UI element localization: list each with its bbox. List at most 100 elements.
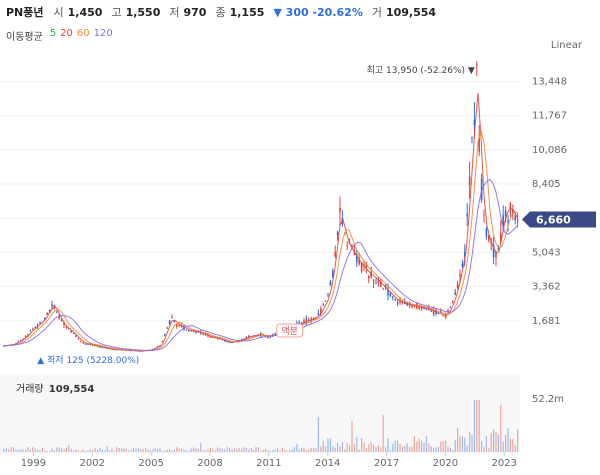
candle-body: [502, 215, 504, 228]
volume-bar: [500, 404, 502, 452]
volume-panel-value: 109,554: [48, 384, 95, 395]
x-axis-label: 2005: [138, 458, 163, 469]
x-axis-label: 1999: [21, 458, 46, 469]
volume-bar: [82, 449, 84, 452]
volume-bar: [207, 449, 209, 452]
volume-bar: [327, 438, 329, 452]
volume-bar: [353, 444, 355, 452]
volume-bar: [212, 449, 214, 452]
scale-toggle[interactable]: Linear: [550, 40, 582, 51]
stock-name[interactable]: PN풍년: [6, 6, 44, 19]
volume-bar: [505, 434, 507, 452]
candle-body: [380, 281, 382, 287]
volume-bar: [118, 447, 120, 452]
volume-bar: [365, 448, 367, 452]
volume-bar: [445, 440, 447, 452]
candle-body: [92, 344, 94, 346]
candle-body: [339, 207, 341, 213]
volume-bar: [389, 449, 391, 452]
volume-bar: [226, 446, 228, 452]
volume-bar: [459, 436, 461, 452]
candle-body: [248, 335, 250, 338]
volume-bar: [41, 447, 43, 452]
candle-body: [156, 346, 159, 348]
volume-bar: [106, 446, 108, 452]
volume-bar: [61, 448, 63, 452]
event-label: 액분: [281, 325, 298, 337]
volume-bar: [488, 448, 490, 452]
candle-body: [358, 259, 360, 265]
all-time-low-label: ▲ 최저 125 (5228.00%): [37, 355, 139, 366]
price-axis-label: 3,362: [532, 282, 561, 293]
candle-body: [82, 342, 84, 344]
volume-bar: [56, 447, 58, 452]
candle-body: [267, 336, 269, 339]
candle-body: [65, 326, 68, 328]
candle-body: [375, 282, 377, 284]
candle-body: [219, 338, 221, 340]
price-axis-label: 1,681: [532, 316, 561, 327]
volume-bar: [231, 449, 233, 452]
candle-body: [168, 320, 171, 324]
volume-bar: [63, 449, 65, 452]
volume-bar: [349, 444, 351, 452]
candle-body: [334, 252, 336, 257]
candle-body: [39, 322, 41, 324]
volume-bar: [123, 448, 125, 452]
volume-bar: [476, 400, 478, 452]
volume-bar: [65, 447, 67, 452]
volume-bar: [469, 431, 471, 452]
volume-bar: [140, 449, 142, 452]
volume-bar: [173, 449, 175, 452]
ma-60-label: 60: [76, 28, 90, 39]
volume-bar: [411, 446, 413, 452]
volume-bar: [250, 447, 252, 452]
volume-bar: [380, 447, 382, 452]
candle-body: [384, 284, 387, 287]
volume-panel-label: 거래량 109,554: [16, 380, 94, 395]
volume-bar: [3, 448, 5, 452]
volume-bar: [485, 436, 487, 452]
volume-bar: [442, 441, 444, 452]
moving-average-legend[interactable]: 이동평균 5 20 60 120: [6, 28, 113, 43]
candle-body: [411, 305, 413, 308]
volume-bar: [133, 448, 135, 452]
candle-body: [454, 292, 456, 295]
candle-body: [176, 324, 178, 327]
volume-bar: [315, 448, 317, 452]
price-axis-label: 8,405: [532, 179, 561, 190]
volume-bar: [351, 421, 353, 452]
change-value: ▼ 300 -20.62%: [273, 5, 363, 19]
candle-body: [56, 311, 58, 313]
candle-body: [108, 348, 111, 350]
volume-bar: [188, 450, 190, 452]
volume-bar: [387, 438, 389, 452]
volume-bar: [375, 447, 377, 452]
volume-bar: [262, 450, 264, 452]
candle-body: [437, 312, 440, 314]
volume-bar: [147, 449, 149, 452]
volume-bar: [344, 449, 346, 452]
volume-bar: [514, 444, 516, 452]
candle-body: [476, 64, 478, 66]
candle-body: [413, 306, 416, 308]
volume-bar: [313, 447, 315, 452]
candle-body: [320, 308, 322, 314]
volume-bar: [334, 447, 336, 452]
candle-body: [449, 306, 452, 308]
volume-bar: [137, 448, 139, 452]
candle-body: [492, 245, 495, 258]
volume-bar: [49, 450, 51, 452]
volume-bar: [190, 448, 192, 452]
candle-body: [274, 333, 276, 335]
candle-body: [365, 263, 368, 268]
volume-bar: [406, 442, 408, 452]
candle-body: [130, 350, 132, 352]
event-marker[interactable]: [276, 323, 304, 338]
candle-body: [24, 335, 27, 337]
candle-body: [17, 341, 20, 343]
candle-body: [444, 315, 447, 319]
volume-bar: [111, 448, 113, 452]
candle-body: [459, 274, 461, 276]
